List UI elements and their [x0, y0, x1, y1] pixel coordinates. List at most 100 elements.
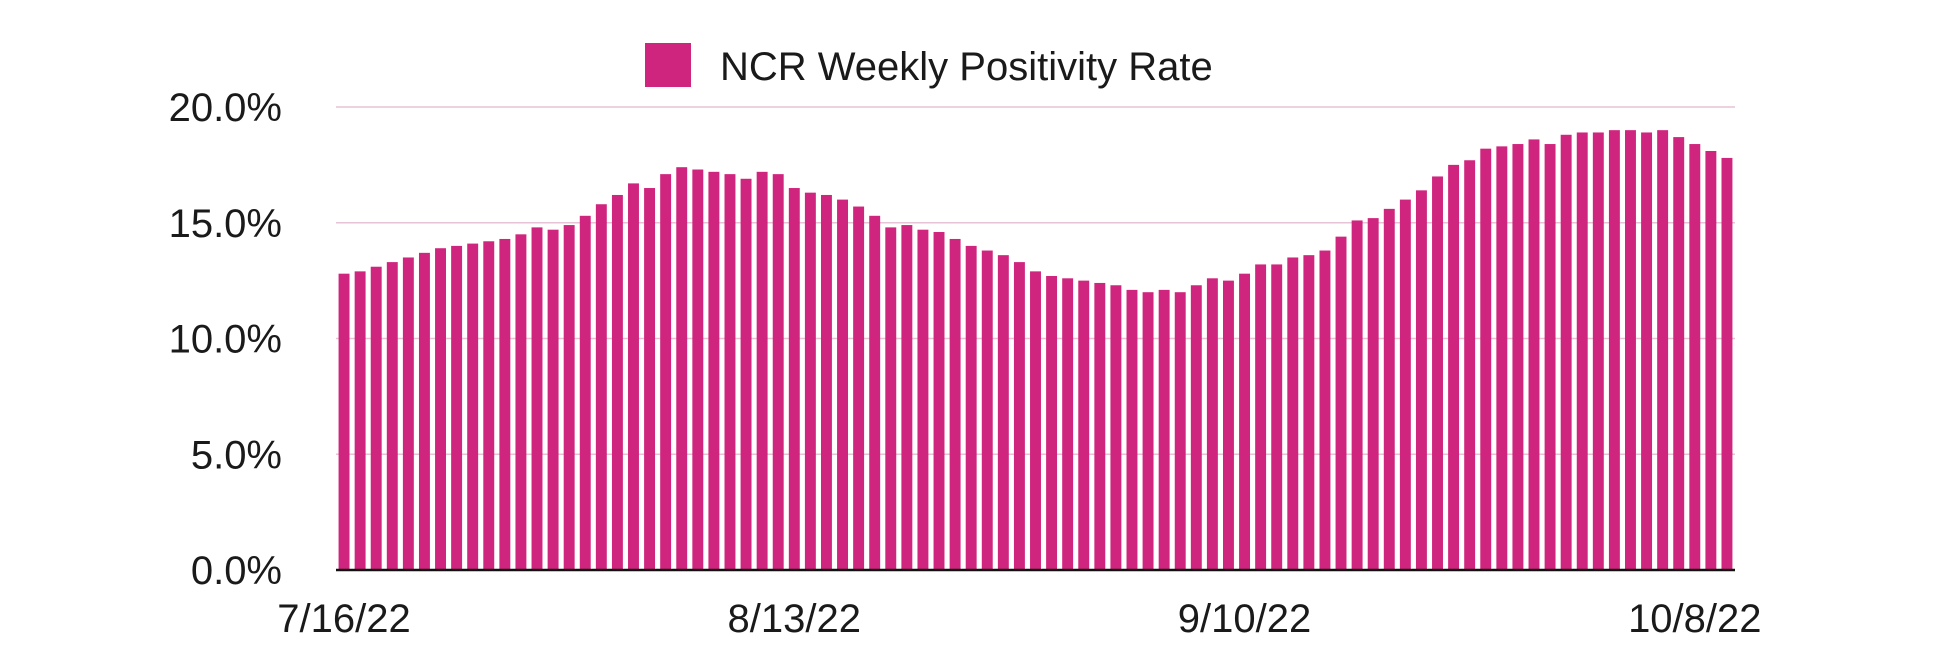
x-tick-label: 8/13/22	[728, 597, 861, 641]
bar	[901, 225, 913, 570]
bar	[1721, 157, 1733, 570]
bar	[1142, 292, 1154, 570]
bar	[1560, 134, 1572, 570]
bar	[1705, 150, 1717, 571]
bar	[1544, 144, 1556, 571]
bar	[1399, 199, 1411, 570]
bar	[1625, 130, 1636, 570]
bar	[981, 250, 993, 570]
bar	[1190, 285, 1202, 570]
bar	[451, 245, 463, 570]
bar	[1062, 278, 1074, 570]
bar	[1335, 236, 1347, 570]
bar	[418, 252, 430, 570]
bar	[595, 204, 607, 571]
bar	[1271, 264, 1283, 570]
bar	[1641, 132, 1653, 570]
bar	[386, 262, 398, 570]
legend: NCR Weekly Positivity Rate	[645, 43, 1213, 89]
bar	[1464, 160, 1476, 570]
bar	[756, 171, 768, 570]
y-tick-label: 10.0%	[169, 318, 282, 362]
x-tick-label: 9/10/22	[1178, 597, 1311, 641]
bar	[820, 194, 832, 570]
y-tick-label: 5.0%	[191, 433, 282, 477]
bar	[1383, 208, 1395, 571]
bar	[1592, 132, 1604, 570]
bar	[1608, 130, 1620, 570]
bar	[628, 183, 639, 570]
bar	[370, 266, 382, 570]
bar	[531, 227, 543, 570]
y-tick-label: 20.0%	[169, 86, 282, 130]
bar	[1094, 282, 1106, 570]
bar	[1480, 148, 1492, 571]
bar	[579, 215, 591, 570]
bar	[1303, 255, 1315, 570]
bar	[917, 229, 929, 570]
bar	[1126, 289, 1138, 570]
y-tick-label: 0.0%	[191, 549, 282, 593]
bar	[804, 192, 816, 570]
bars	[338, 130, 1733, 571]
bar	[1078, 280, 1090, 570]
bar	[1239, 273, 1251, 570]
bar	[1287, 257, 1299, 570]
bar	[692, 169, 704, 570]
y-axis-tick-labels: 0.0% 5.0% 10.0% 15.0% 20.0%	[169, 86, 282, 593]
x-tick-label: 7/16/22	[277, 597, 410, 641]
bar	[997, 255, 1009, 570]
bar	[869, 215, 881, 570]
bar	[1222, 280, 1234, 570]
bar	[1448, 164, 1460, 570]
bar	[676, 167, 688, 570]
bar	[1673, 137, 1685, 570]
bar	[933, 232, 945, 570]
bar	[1030, 271, 1041, 570]
bar	[740, 178, 752, 570]
bar	[949, 238, 961, 570]
x-axis-tick-labels: 7/16/22 8/13/22 9/10/22 10/8/22	[277, 597, 1761, 641]
legend-swatch	[645, 43, 691, 87]
bar	[1415, 190, 1427, 570]
bar	[724, 174, 736, 570]
legend-label: NCR Weekly Positivity Rate	[720, 45, 1213, 89]
bar	[644, 188, 656, 570]
bar	[853, 206, 865, 571]
bar	[435, 248, 446, 570]
bar	[483, 241, 495, 570]
bar	[1110, 285, 1122, 570]
bar	[1689, 144, 1701, 571]
bar	[965, 245, 977, 570]
bar	[708, 171, 720, 570]
bar	[885, 227, 897, 570]
bar	[1013, 262, 1025, 570]
bar	[563, 225, 575, 570]
bar	[1528, 139, 1540, 570]
bar	[660, 174, 672, 570]
bar	[1206, 278, 1218, 570]
bar	[611, 194, 623, 570]
bar	[547, 229, 559, 570]
bar	[1174, 292, 1186, 570]
bar	[788, 188, 800, 570]
bar	[499, 238, 511, 570]
bar	[467, 243, 479, 570]
bar	[1657, 130, 1669, 570]
bar	[1576, 132, 1588, 570]
bar	[1496, 146, 1508, 571]
x-tick-label: 10/8/22	[1628, 597, 1761, 641]
bar	[772, 174, 784, 570]
bar	[515, 234, 527, 570]
bar	[1512, 144, 1524, 571]
bar	[837, 199, 849, 570]
bar	[1046, 275, 1058, 570]
bar	[1255, 264, 1267, 570]
bar	[1367, 218, 1379, 570]
bar	[354, 271, 366, 570]
bar	[402, 257, 414, 570]
bar	[338, 273, 350, 570]
bar	[1319, 250, 1331, 570]
